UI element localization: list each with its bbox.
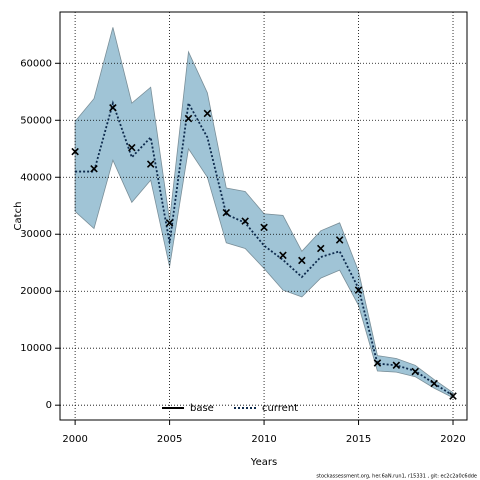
legend-label: base (190, 403, 214, 414)
observation (184, 114, 193, 123)
x-tick-label: 2010 (251, 434, 276, 445)
x-tick-label: 2000 (62, 434, 87, 445)
observation (279, 251, 287, 260)
observation (411, 367, 419, 376)
observation (109, 103, 117, 112)
observation (392, 361, 401, 370)
x-tick-label: 2020 (440, 434, 465, 445)
y-tick-label: 50000 (20, 115, 52, 126)
observation (90, 164, 98, 173)
observation (203, 109, 212, 118)
observation (146, 160, 155, 168)
observation (165, 219, 174, 227)
observation (298, 256, 306, 265)
observation (335, 236, 344, 244)
y-tick-label: 60000 (20, 58, 52, 69)
x-axis-label: Years (250, 457, 277, 468)
footer: stockassessment.org, her.6aN.run1, r1533… (316, 474, 477, 480)
observation (449, 392, 457, 400)
x-tick-label: 2015 (346, 434, 371, 445)
y-axis-label: Catch (13, 202, 24, 231)
y-tick-label: 40000 (20, 172, 52, 183)
observation (128, 143, 136, 152)
y-tick-label: 0 (46, 400, 52, 411)
y-tick-label: 10000 (20, 343, 52, 354)
line (75, 100, 454, 397)
observation (241, 217, 249, 225)
plot-frame (59, 11, 468, 421)
confidence-band (74, 27, 454, 399)
observation (260, 223, 268, 232)
y-tick-label: 30000 (20, 229, 52, 240)
x-tick-label: 2005 (157, 434, 182, 445)
legend-label: current (262, 403, 298, 414)
y-tick-label: 20000 (20, 286, 52, 297)
observation (316, 244, 325, 253)
observation (354, 286, 363, 294)
observation (71, 147, 79, 156)
observation (430, 379, 438, 388)
observation (222, 208, 231, 217)
observation (373, 359, 382, 367)
